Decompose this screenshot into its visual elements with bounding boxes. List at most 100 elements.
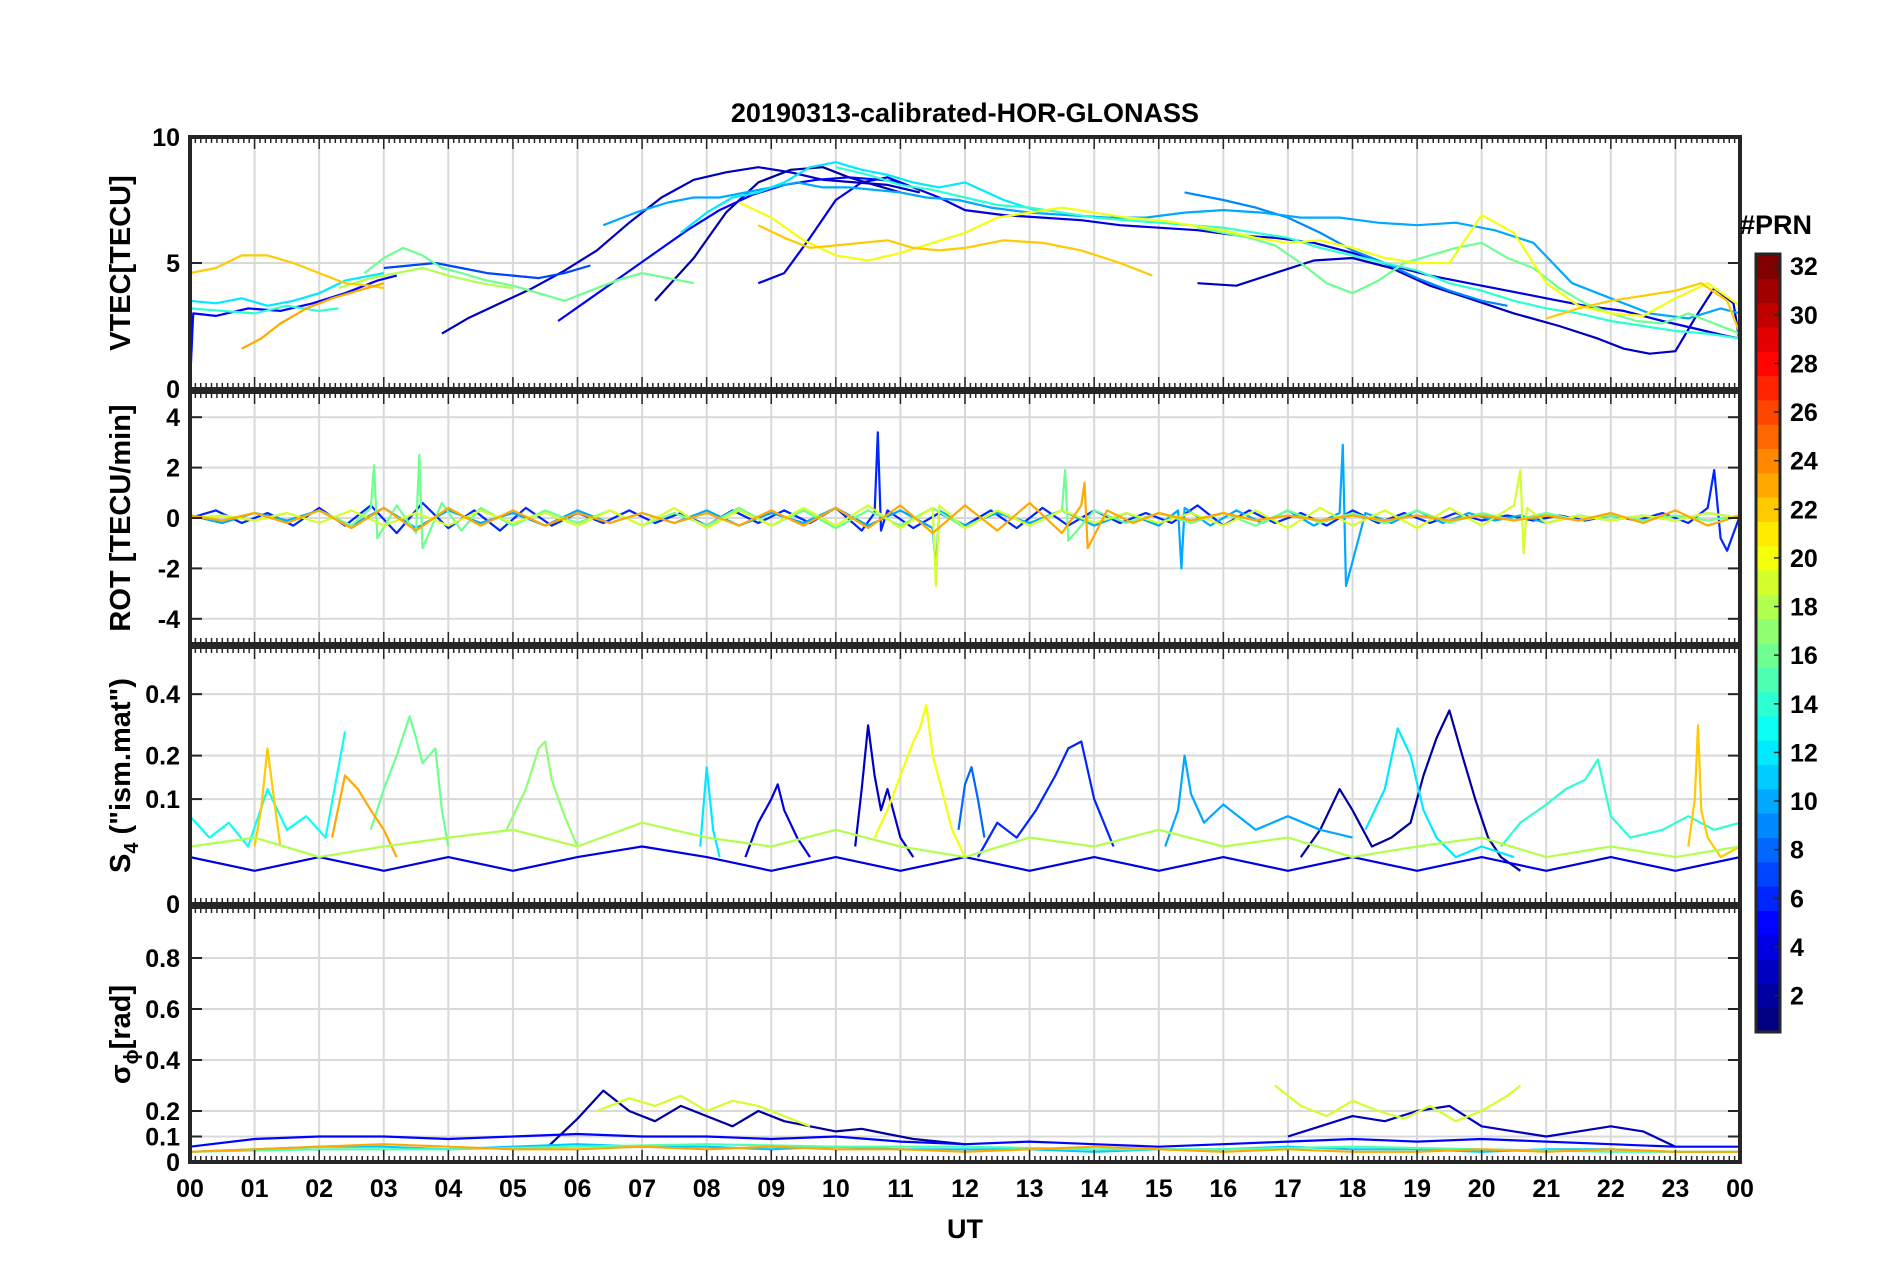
series-line-prn-20: [873, 703, 966, 858]
y-tick-label: 0.2: [145, 743, 180, 771]
colorbar-tick-label: 14: [1790, 691, 1818, 719]
x-tick-label: 01: [241, 1175, 269, 1203]
x-tick-label: 02: [305, 1175, 333, 1203]
y-tick-label: 0.4: [145, 681, 180, 709]
series-line-prn-22: [190, 254, 385, 290]
colorbar-tick-label: 12: [1790, 739, 1818, 767]
chart-title: 20190313-calibrated-HOR-GLONASS: [731, 98, 1199, 128]
x-tick-label: 07: [628, 1175, 656, 1203]
colorbar-tick-label: 8: [1790, 837, 1804, 865]
series-line-prn-14: [835, 166, 1740, 340]
colorbar-swatch: [1756, 1007, 1780, 1033]
y-tick-label: 5: [166, 250, 180, 278]
series-line-prn-4: [744, 783, 811, 858]
colorbar-swatch: [1756, 715, 1780, 741]
series-line-prn-3: [441, 166, 921, 335]
panel-3: 0 0.1 0.2 0.4S4 ("ism.mat"): [105, 645, 1742, 919]
series-line-prn-3: [1287, 1104, 1676, 1148]
y-tick-label: 0.2: [145, 1098, 180, 1126]
x-tick-label: 05: [499, 1175, 527, 1203]
x-tick-label: 16: [1209, 1175, 1237, 1203]
x-axis-label: UT: [947, 1214, 983, 1244]
series-group: [190, 703, 1740, 872]
x-tick-label: 17: [1274, 1175, 1302, 1203]
series-line-prn-17: [505, 740, 579, 847]
x-tick-label: 21: [1532, 1175, 1560, 1203]
x-tick-label: 00: [1726, 1175, 1754, 1203]
series-line-prn-23: [241, 282, 385, 350]
colorbar-swatch: [1756, 472, 1780, 498]
colorbar-tick-label: 32: [1790, 253, 1818, 281]
y-tick-label: 0.1: [145, 786, 180, 814]
colorbar-tick-label: 22: [1790, 496, 1818, 524]
y-tick-label: -2: [158, 555, 180, 583]
x-tick-label: 15: [1145, 1175, 1173, 1203]
x-tick-label: 12: [951, 1175, 979, 1203]
series-line-prn-10: [1164, 754, 1353, 847]
colorbar-tick-label: 20: [1790, 545, 1818, 573]
colorbar-tick-label: 28: [1790, 350, 1818, 378]
series-line-prn-7: [383, 261, 591, 280]
series-line-prn-19: [1274, 1084, 1522, 1123]
series-line-prn-23: [331, 774, 398, 858]
panel-4: 00.10.2 0.4 0.6 0.8σϕ[rad]: [105, 905, 1742, 1177]
colorbar-tick-label: 10: [1790, 788, 1818, 816]
y-tick-label: 2: [166, 455, 180, 483]
series-line-prn-13: [190, 731, 347, 848]
series-line-prn-18: [338, 266, 514, 290]
colorbar-swatch: [1756, 375, 1780, 401]
colorbar-swatch: [1756, 278, 1780, 304]
colorbar-swatch: [1756, 861, 1780, 887]
y-axis-label: VTEC[TECU]: [105, 175, 137, 351]
series-line-prn-22: [757, 224, 1153, 277]
colorbar-label: #PRN: [1740, 210, 1812, 240]
y-tick-label: 0: [166, 505, 180, 533]
series-line-prn-3: [854, 724, 915, 858]
series-line-prn-9: [1184, 191, 1508, 307]
colorbar-frame: [1754, 252, 1782, 1034]
series-line-prn-8: [957, 766, 986, 838]
series-line-prn-12: [1364, 727, 1515, 859]
series-line-prn-23: [190, 481, 1740, 550]
panel-1: 0 5 10 VTEC[TECU]: [105, 124, 1742, 404]
y-tick-label: 0: [166, 1149, 180, 1177]
series-line-prn-19: [596, 1094, 811, 1128]
colorbar-swatch: [1756, 521, 1780, 547]
x-tick-label: 11: [887, 1175, 914, 1203]
series-line-prn-22: [1687, 724, 1740, 859]
colorbar-swatch: [1756, 764, 1780, 790]
colorbar-swatch: [1756, 618, 1780, 644]
x-tick-label: 03: [370, 1175, 398, 1203]
colorbar-tick-label: 2: [1790, 983, 1804, 1011]
y-tick-label: -4: [158, 606, 180, 634]
x-tick-label: 13: [1016, 1175, 1044, 1203]
colorbar-swatch: [1756, 910, 1780, 936]
series-line-prn-2: [1299, 709, 1522, 872]
series-line-prn-16: [363, 246, 695, 302]
y-tick-label: 0: [166, 891, 180, 919]
x-tick-label: 09: [757, 1175, 785, 1203]
series-line-prn-14: [190, 304, 339, 315]
colorbar-tick-label: 26: [1790, 399, 1818, 427]
colorbar-swatch: [1756, 959, 1780, 984]
series-line-prn-16: [1197, 226, 1740, 335]
series-line-prn-18: [190, 821, 1740, 859]
x-tick-label: 00: [176, 1175, 204, 1203]
series-line-prn-2: [544, 1089, 966, 1151]
y-tick-label: 10: [152, 124, 180, 152]
series-group: [190, 161, 1740, 385]
colorbar-tick-label: 6: [1790, 885, 1804, 913]
colorbar-swatch: [1756, 326, 1780, 352]
y-axis-label: σϕ[rad]: [105, 985, 143, 1084]
y-axis-label: ROT [TECU/min]: [105, 404, 137, 631]
x-tick-label: 19: [1403, 1175, 1431, 1203]
y-tick-label: 0.8: [145, 945, 180, 973]
series-line-prn-12: [190, 272, 385, 307]
y-tick-label: 0: [166, 376, 180, 404]
series-line-prn-6: [976, 740, 1115, 858]
colorbar-swatch: [1756, 424, 1780, 449]
x-tick-label: 10: [822, 1175, 850, 1203]
series-line-prn-16: [369, 715, 450, 847]
